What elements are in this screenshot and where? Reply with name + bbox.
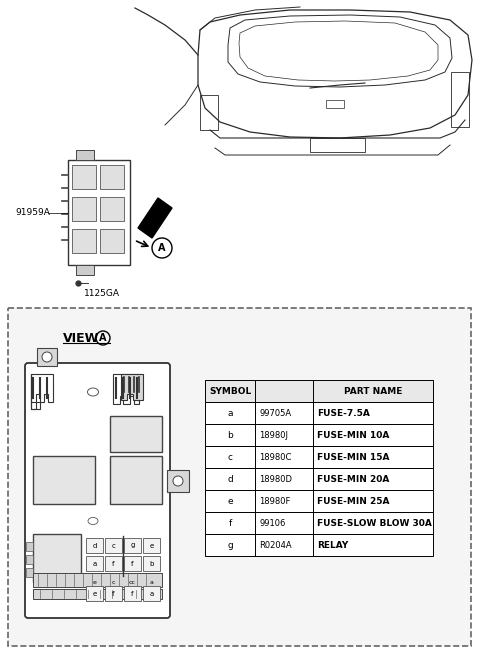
Text: VIEW: VIEW bbox=[63, 331, 99, 345]
Bar bbox=[105, 556, 122, 571]
Circle shape bbox=[173, 476, 183, 486]
Bar bbox=[110, 456, 162, 504]
Bar bbox=[100, 197, 124, 221]
Text: R0204A: R0204A bbox=[259, 540, 292, 550]
Text: FUSE-MIN 15A: FUSE-MIN 15A bbox=[317, 453, 389, 462]
Bar bbox=[86, 586, 103, 601]
Bar bbox=[33, 456, 95, 504]
Bar bbox=[37, 348, 57, 366]
Text: RELAY: RELAY bbox=[317, 540, 348, 550]
Bar bbox=[105, 538, 122, 553]
Circle shape bbox=[42, 352, 52, 362]
Text: e: e bbox=[92, 591, 96, 597]
Text: d: d bbox=[92, 542, 96, 548]
Bar bbox=[86, 538, 103, 553]
Bar bbox=[205, 446, 433, 468]
Text: e: e bbox=[227, 496, 233, 506]
Text: 18980D: 18980D bbox=[259, 474, 292, 483]
Bar bbox=[205, 380, 433, 402]
Text: PART NAME: PART NAME bbox=[344, 386, 402, 396]
Bar bbox=[105, 586, 122, 601]
Bar bbox=[167, 470, 189, 492]
Text: FUSE-MIN 25A: FUSE-MIN 25A bbox=[317, 496, 389, 506]
Text: b: b bbox=[227, 430, 233, 440]
Text: 91959A: 91959A bbox=[15, 208, 50, 217]
Bar bbox=[8, 308, 471, 646]
Bar bbox=[143, 538, 160, 553]
Text: A: A bbox=[99, 333, 107, 343]
Bar bbox=[200, 95, 218, 130]
Bar bbox=[205, 512, 433, 534]
Bar bbox=[205, 402, 433, 424]
Text: 1125GA: 1125GA bbox=[84, 288, 120, 297]
Text: a: a bbox=[150, 580, 154, 586]
Text: SYMBOL: SYMBOL bbox=[209, 386, 251, 396]
Text: c: c bbox=[112, 580, 115, 586]
Bar bbox=[68, 160, 130, 265]
Text: a: a bbox=[149, 591, 154, 597]
Bar bbox=[26, 568, 33, 577]
Polygon shape bbox=[138, 198, 172, 238]
Bar bbox=[143, 586, 160, 601]
Bar bbox=[451, 72, 469, 127]
Bar bbox=[26, 555, 33, 564]
Text: a: a bbox=[227, 409, 233, 417]
Text: d: d bbox=[227, 474, 233, 483]
Text: f: f bbox=[131, 561, 134, 567]
Text: FUSE-7.5A: FUSE-7.5A bbox=[317, 409, 370, 417]
Bar bbox=[72, 197, 96, 221]
Bar bbox=[72, 229, 96, 253]
Bar bbox=[124, 556, 141, 571]
Bar bbox=[143, 556, 160, 571]
Text: FUSE-MIN 20A: FUSE-MIN 20A bbox=[317, 474, 389, 483]
Text: cc: cc bbox=[129, 580, 136, 586]
Text: f: f bbox=[228, 519, 232, 527]
Bar bbox=[76, 150, 94, 160]
Text: FUSE-SLOW BLOW 30A: FUSE-SLOW BLOW 30A bbox=[317, 519, 432, 527]
Bar bbox=[326, 100, 344, 108]
Text: FUSE-MIN 10A: FUSE-MIN 10A bbox=[317, 430, 389, 440]
Text: f: f bbox=[131, 591, 134, 597]
Bar bbox=[72, 165, 96, 189]
Text: c: c bbox=[111, 542, 115, 548]
Text: 18980F: 18980F bbox=[259, 496, 290, 506]
Circle shape bbox=[152, 238, 172, 258]
Text: e: e bbox=[149, 542, 154, 548]
Bar bbox=[33, 534, 81, 582]
Bar bbox=[100, 229, 124, 253]
Bar bbox=[86, 556, 103, 571]
Bar bbox=[124, 538, 141, 553]
Bar bbox=[205, 534, 433, 556]
Polygon shape bbox=[121, 374, 143, 400]
Bar bbox=[205, 424, 433, 446]
Text: g: g bbox=[227, 540, 233, 550]
Bar bbox=[33, 589, 162, 599]
Text: b: b bbox=[149, 561, 154, 567]
Bar bbox=[205, 490, 433, 512]
Bar bbox=[310, 138, 365, 152]
Text: f: f bbox=[112, 591, 115, 597]
Text: f: f bbox=[112, 561, 115, 567]
Text: A: A bbox=[158, 243, 166, 253]
Text: 18980J: 18980J bbox=[259, 430, 288, 440]
Text: c: c bbox=[228, 453, 232, 462]
Bar bbox=[33, 573, 162, 587]
Text: a: a bbox=[92, 561, 96, 567]
Text: 99106: 99106 bbox=[259, 519, 286, 527]
Text: g: g bbox=[130, 542, 135, 548]
Bar bbox=[205, 468, 433, 490]
Bar bbox=[124, 586, 141, 601]
Bar bbox=[110, 416, 162, 452]
Bar bbox=[100, 165, 124, 189]
Text: 99705A: 99705A bbox=[259, 409, 291, 417]
Text: e: e bbox=[93, 580, 96, 586]
Bar bbox=[76, 265, 94, 275]
Bar bbox=[26, 542, 33, 551]
Text: 18980C: 18980C bbox=[259, 453, 291, 462]
FancyBboxPatch shape bbox=[25, 363, 170, 618]
